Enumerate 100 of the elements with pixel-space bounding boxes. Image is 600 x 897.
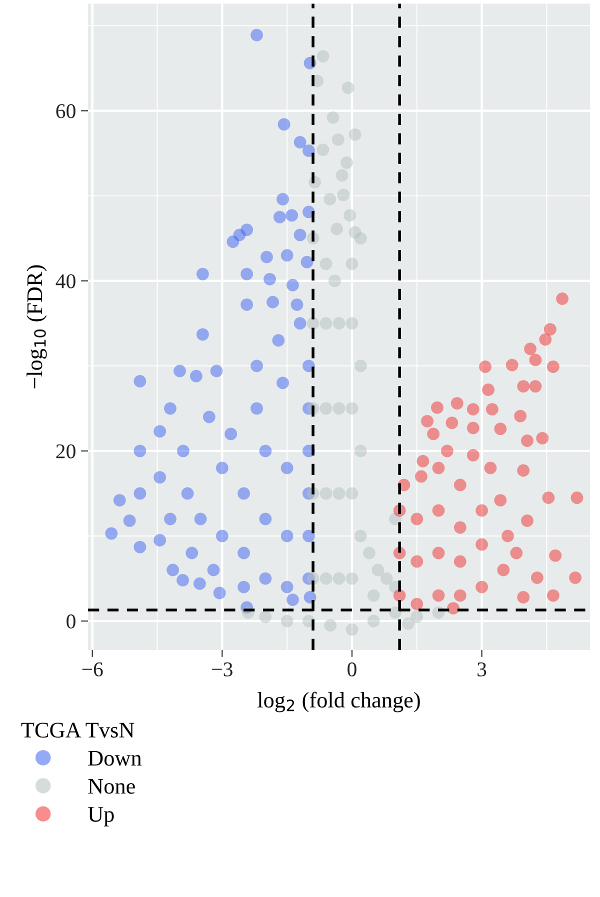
point — [546, 589, 560, 602]
point — [476, 504, 488, 517]
point — [340, 156, 353, 169]
point — [446, 416, 458, 430]
point — [497, 564, 510, 576]
point — [346, 258, 358, 270]
legend-title: TCGA TvsN — [21, 722, 134, 738]
x-axis-title: log$_{2}$ (fold change) — [258, 692, 420, 712]
point — [328, 274, 341, 288]
legend-label: Up — [88, 807, 114, 826]
point — [514, 410, 527, 422]
point — [454, 589, 466, 602]
point — [367, 614, 380, 628]
y-tick-label: 0 — [66, 614, 76, 628]
point — [466, 403, 480, 416]
point — [521, 514, 534, 527]
point — [410, 598, 424, 610]
point — [432, 589, 445, 602]
point — [542, 492, 555, 504]
point — [476, 538, 488, 551]
point — [524, 342, 536, 356]
point — [539, 333, 552, 346]
point — [416, 454, 430, 468]
x-tick-label: −6 — [82, 662, 103, 676]
y-tick-label: 40 — [56, 274, 76, 288]
y-tick-label: 20 — [56, 444, 76, 458]
point — [320, 317, 332, 330]
y-axis-title: −log$_{10}$ (FDR) — [26, 265, 47, 388]
point — [337, 188, 350, 202]
point — [332, 133, 344, 146]
point — [447, 602, 460, 615]
point — [502, 530, 514, 542]
point — [346, 487, 358, 500]
point — [380, 572, 393, 585]
point — [320, 487, 332, 500]
point — [529, 380, 542, 393]
point — [517, 464, 530, 477]
point — [494, 494, 507, 506]
point — [320, 402, 332, 415]
point — [421, 414, 434, 428]
x-tick-label: 0 — [348, 662, 356, 676]
point — [506, 358, 518, 372]
point — [346, 572, 358, 585]
point — [415, 470, 428, 483]
point — [367, 589, 380, 602]
point — [556, 292, 568, 305]
point — [410, 512, 424, 526]
point — [529, 354, 542, 366]
point — [510, 546, 523, 560]
point — [536, 432, 549, 444]
point — [530, 571, 544, 584]
point — [259, 610, 272, 624]
legend-label: Down — [88, 750, 142, 766]
point — [517, 380, 530, 393]
point — [476, 580, 488, 594]
point — [432, 546, 445, 560]
point — [466, 448, 480, 462]
point — [486, 403, 498, 416]
point — [454, 478, 466, 492]
point — [410, 555, 424, 568]
point — [316, 50, 330, 63]
point — [332, 317, 346, 330]
point — [280, 614, 294, 628]
point — [482, 384, 494, 396]
point — [354, 530, 367, 542]
point — [450, 397, 464, 410]
point — [494, 422, 507, 436]
point — [466, 422, 480, 434]
point — [479, 360, 492, 373]
y-tick-label: 60 — [56, 104, 76, 118]
point — [346, 402, 358, 415]
point — [549, 549, 562, 562]
x-tick-label: −3 — [212, 662, 232, 676]
point — [354, 232, 367, 245]
point — [570, 492, 584, 504]
point — [432, 462, 445, 474]
point — [320, 572, 332, 585]
point — [346, 623, 358, 636]
point — [402, 617, 414, 630]
point — [320, 258, 332, 270]
point — [326, 111, 340, 124]
point — [346, 317, 358, 330]
point — [354, 360, 367, 372]
point — [342, 82, 354, 94]
point — [431, 401, 444, 414]
point — [336, 169, 348, 182]
point — [440, 444, 454, 458]
point — [432, 504, 445, 517]
point — [569, 571, 582, 584]
point — [348, 128, 362, 141]
point — [316, 144, 330, 156]
point — [372, 564, 384, 576]
point — [454, 521, 466, 534]
point — [454, 555, 466, 568]
point — [330, 222, 344, 236]
point — [332, 487, 346, 500]
point — [354, 444, 367, 458]
x-tick-label: 3 — [478, 662, 486, 676]
point — [517, 591, 530, 604]
point — [427, 428, 440, 440]
